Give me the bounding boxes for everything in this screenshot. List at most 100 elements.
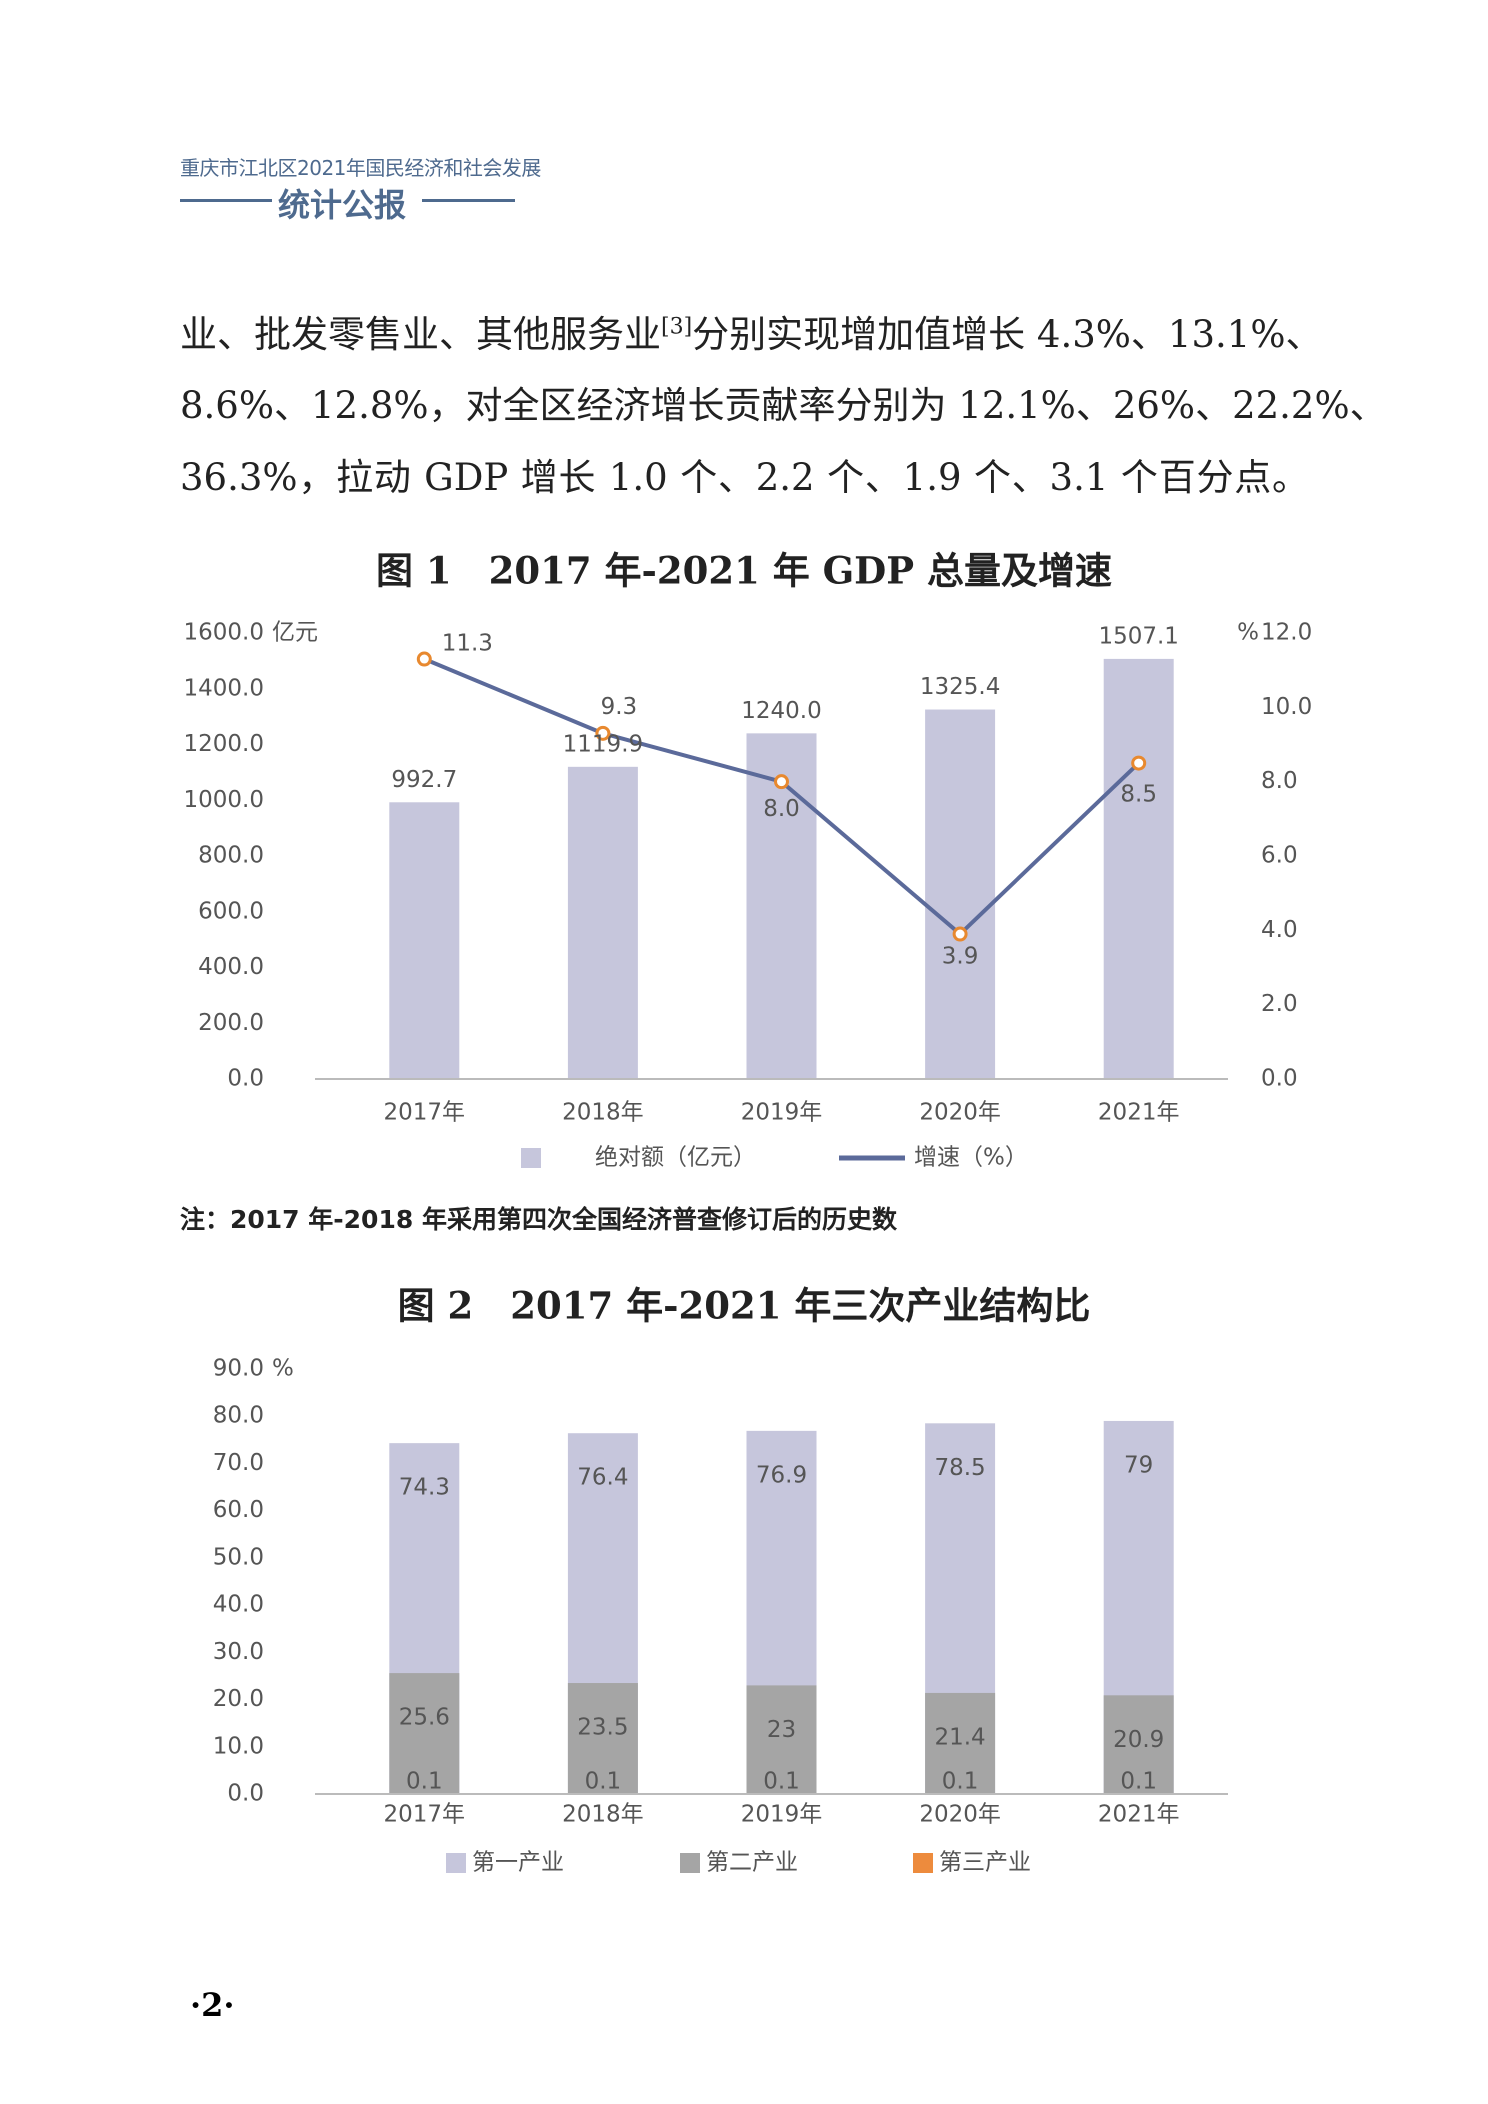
y-tick-label: 800.0	[198, 843, 264, 869]
header-rule	[180, 199, 272, 202]
y2-axis-label: %	[1237, 620, 1259, 646]
marker	[1131, 755, 1147, 771]
value-label: 0.1	[585, 1769, 622, 1795]
paragraph-line: 业、批发零售业、其他服务业[3]分别实现增加值增长 4.3%、13.1%、	[180, 304, 1322, 358]
x-tick-label: 2017年	[384, 1802, 466, 1828]
x-tick-label: 2019年	[741, 1100, 823, 1126]
value-label: 74.3	[399, 1475, 450, 1501]
value-label: 25.6	[399, 1705, 450, 1731]
y-tick-label: 60.0	[213, 1497, 264, 1523]
note: 注：2017 年-2018 年采用第四次全国经济普查修订后的历史数	[180, 1205, 897, 1234]
y-tick-label: 20.0	[213, 1686, 264, 1712]
bar	[567, 1683, 638, 1794]
value-label: 23.5	[577, 1715, 628, 1741]
value-label: 8.5	[1120, 782, 1157, 808]
text: 分别实现增加值增长 4.3%、13.1%、	[692, 313, 1323, 356]
bar	[925, 1692, 996, 1794]
y-tick-label: 1200.0	[184, 731, 264, 757]
value-label: 1325.4	[920, 674, 1000, 700]
bar	[746, 733, 817, 1079]
legend-label: 第二产业	[706, 1850, 798, 1876]
legend-label: 第三产业	[939, 1850, 1031, 1876]
y-axis-label: %	[272, 1356, 294, 1382]
value-label: 79	[1124, 1452, 1153, 1478]
x-tick-label: 2021年	[1098, 1802, 1180, 1828]
value-label: 78.5	[934, 1455, 985, 1481]
paragraph-line: 8.6%、12.8%，对全区经济增长贡献率分别为 12.1%、26%、22.2%…	[180, 384, 1387, 427]
chart-title: 图 2 2017 年-2021 年三次产业结构比	[398, 1284, 1091, 1328]
y-tick-label: 600.0	[198, 898, 264, 924]
x-tick-label: 2020年	[919, 1802, 1001, 1828]
y-tick-label: 400.0	[198, 954, 264, 980]
x-tick-label: 2019年	[741, 1802, 823, 1828]
value-label: 20.9	[1113, 1727, 1164, 1753]
marker	[595, 725, 611, 741]
y-tick-label: 0.0	[227, 1781, 264, 1807]
y-tick-label: 0.0	[227, 1066, 264, 1092]
header-subtitle: 重庆市江北区2021年国民经济和社会发展	[180, 156, 541, 180]
y-tick-label: 1400.0	[184, 675, 264, 701]
y2-tick-label: 12.0	[1261, 620, 1312, 646]
bar	[389, 802, 460, 1079]
bar	[1103, 658, 1174, 1079]
header-title: 统计公报	[278, 186, 407, 224]
text: 业、批发零售业、其他服务业	[180, 313, 661, 356]
value-label: 0.1	[763, 1769, 800, 1795]
legend-swatch	[521, 1148, 541, 1168]
y-tick-label: 40.0	[213, 1592, 264, 1618]
y-tick-label: 80.0	[213, 1403, 264, 1429]
y-tick-label: 1000.0	[184, 787, 264, 813]
value-label: 0.1	[406, 1769, 443, 1795]
value-label: 23	[767, 1717, 796, 1743]
x-tick-label: 2021年	[1098, 1100, 1180, 1126]
y2-tick-label: 8.0	[1261, 768, 1298, 794]
x-tick-label: 2018年	[562, 1802, 644, 1828]
header-rule	[422, 199, 515, 202]
x-tick-label: 2018年	[562, 1100, 644, 1126]
value-label: 9.3	[601, 694, 638, 720]
y-tick-label: 70.0	[213, 1450, 264, 1476]
value-label: 1507.1	[1098, 623, 1178, 649]
value-label: 0.1	[942, 1769, 979, 1795]
legend-label: 增速（%）	[914, 1145, 1028, 1171]
value-label: 76.9	[756, 1462, 807, 1488]
x-tick-label: 2020年	[919, 1100, 1001, 1126]
bar	[567, 766, 638, 1079]
y-tick-label: 200.0	[198, 1010, 264, 1036]
page-number: ·2·	[190, 1986, 235, 2024]
value-label: 8.0	[763, 796, 800, 822]
value-label: 11.3	[442, 631, 493, 657]
y2-tick-label: 6.0	[1261, 843, 1298, 869]
y2-tick-label: 10.0	[1261, 694, 1312, 720]
legend-swatch	[913, 1853, 933, 1873]
y-tick-label: 90.0	[213, 1356, 264, 1382]
y-tick-label: 50.0	[213, 1544, 264, 1570]
y-tick-label: 10.0	[213, 1733, 264, 1759]
legend-swatch	[446, 1853, 466, 1873]
x-tick-label: 2017年	[384, 1100, 466, 1126]
value-label: 0.1	[1120, 1769, 1157, 1795]
y2-tick-label: 0.0	[1261, 1066, 1298, 1092]
value-label: 992.7	[391, 767, 457, 793]
value-label: 21.4	[934, 1724, 985, 1750]
bar	[1103, 1695, 1174, 1794]
marker	[774, 774, 789, 790]
value-label: 1119.9	[563, 731, 643, 757]
value-label: 76.4	[577, 1465, 628, 1491]
value-label: 3.9	[942, 944, 979, 970]
y-tick-label: 1600.0	[184, 620, 264, 646]
legend-label: 绝对额（亿元）	[595, 1145, 756, 1171]
legend-swatch	[680, 1853, 700, 1873]
y2-tick-label: 2.0	[1261, 991, 1298, 1017]
y-tick-label: 30.0	[213, 1639, 264, 1665]
legend-label: 第一产业	[472, 1850, 564, 1876]
y-axis-label: 亿元	[272, 620, 318, 646]
marker	[416, 651, 432, 667]
paragraph-line: 36.3%，拉动 GDP 增长 1.0 个、2.2 个、1.9 个、3.1 个百…	[180, 456, 1309, 499]
chart-title: 图 1 2017 年-2021 年 GDP 总量及增速	[376, 549, 1112, 593]
value-label: 1240.0	[741, 698, 821, 724]
bar	[925, 709, 996, 1079]
bar	[746, 1685, 817, 1794]
